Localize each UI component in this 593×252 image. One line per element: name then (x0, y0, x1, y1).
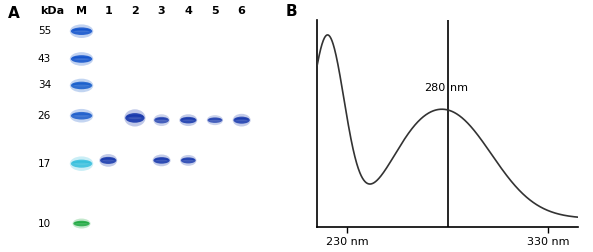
Ellipse shape (71, 27, 93, 35)
Ellipse shape (71, 55, 93, 63)
Text: 4: 4 (184, 6, 192, 16)
Ellipse shape (183, 119, 194, 121)
Ellipse shape (70, 156, 93, 171)
Ellipse shape (71, 82, 93, 89)
Text: 17: 17 (38, 159, 51, 169)
Ellipse shape (101, 158, 116, 161)
Ellipse shape (99, 154, 117, 167)
Ellipse shape (181, 157, 196, 163)
Ellipse shape (72, 83, 91, 86)
Ellipse shape (74, 30, 89, 32)
Ellipse shape (234, 117, 250, 124)
Ellipse shape (157, 119, 167, 121)
Ellipse shape (154, 114, 170, 126)
Text: 26: 26 (38, 111, 51, 121)
Ellipse shape (234, 118, 249, 120)
Ellipse shape (74, 58, 89, 60)
Text: 6: 6 (238, 6, 246, 16)
Ellipse shape (182, 159, 195, 161)
Text: 55: 55 (38, 26, 51, 36)
Ellipse shape (70, 52, 93, 66)
Text: 5: 5 (211, 6, 219, 16)
Text: 2: 2 (131, 6, 139, 16)
Ellipse shape (70, 109, 93, 122)
Ellipse shape (76, 223, 87, 224)
Text: 1: 1 (104, 6, 112, 16)
Text: 3: 3 (158, 6, 165, 16)
Ellipse shape (126, 115, 144, 118)
Ellipse shape (208, 117, 222, 123)
Ellipse shape (72, 113, 91, 116)
Ellipse shape (155, 118, 168, 120)
Text: nm: nm (449, 83, 468, 93)
Ellipse shape (154, 117, 169, 123)
Text: kDa: kDa (40, 6, 64, 16)
Ellipse shape (125, 109, 145, 127)
Text: M: M (76, 6, 87, 16)
Ellipse shape (207, 115, 223, 125)
Ellipse shape (72, 56, 91, 59)
Ellipse shape (179, 114, 197, 126)
Ellipse shape (71, 160, 93, 168)
Ellipse shape (128, 117, 142, 119)
Ellipse shape (154, 157, 170, 164)
Ellipse shape (74, 222, 89, 224)
Ellipse shape (183, 160, 193, 161)
Ellipse shape (74, 163, 89, 165)
Ellipse shape (70, 24, 93, 38)
Ellipse shape (74, 221, 90, 226)
Ellipse shape (180, 117, 196, 123)
Text: A: A (8, 6, 20, 21)
Text: 34: 34 (38, 80, 51, 90)
Ellipse shape (100, 157, 116, 164)
Ellipse shape (74, 115, 89, 117)
Ellipse shape (72, 161, 91, 164)
Ellipse shape (236, 119, 247, 121)
Ellipse shape (152, 154, 171, 166)
Text: 10: 10 (38, 218, 51, 229)
Ellipse shape (125, 113, 145, 123)
Ellipse shape (74, 84, 89, 86)
Ellipse shape (209, 118, 222, 120)
Ellipse shape (72, 218, 91, 229)
Ellipse shape (181, 118, 196, 120)
Ellipse shape (72, 29, 91, 32)
Text: B: B (286, 4, 298, 19)
Ellipse shape (154, 158, 169, 161)
Text: 280: 280 (425, 83, 446, 93)
Ellipse shape (232, 114, 251, 127)
Ellipse shape (103, 160, 114, 161)
Ellipse shape (71, 112, 93, 119)
Ellipse shape (210, 119, 220, 121)
Ellipse shape (156, 160, 167, 161)
Ellipse shape (180, 155, 196, 166)
Ellipse shape (70, 79, 93, 92)
Text: 43: 43 (38, 54, 51, 64)
